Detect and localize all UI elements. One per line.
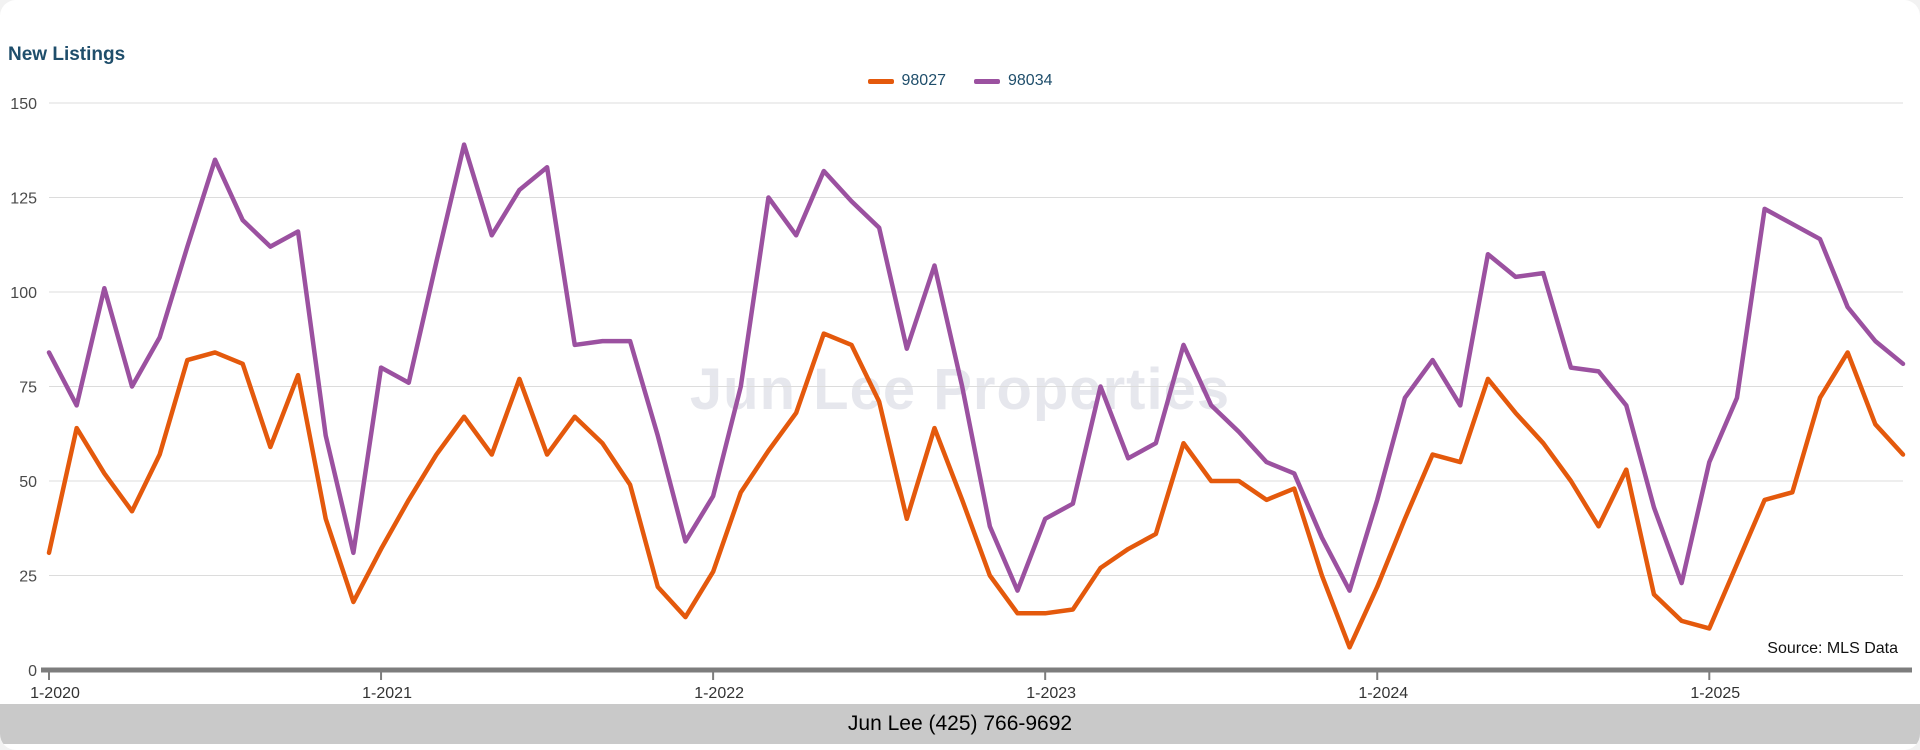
- legend-label: 98027: [901, 72, 947, 89]
- source-label: Source: MLS Data: [1767, 640, 1898, 657]
- legend-swatch-98027: [867, 78, 894, 84]
- chart-title: New Listings: [8, 44, 126, 65]
- line-chart: 0 25 50 75 100 125 150 1-2020 1-2021 1-2022 1-2023…: [10, 96, 1912, 702]
- y-axis-tick-label: 50: [19, 474, 37, 491]
- y-axis-tick-label: 0: [28, 663, 37, 680]
- y-axis-tick-label: 150: [10, 96, 37, 113]
- footer-contact: Jun Lee (425) 766-9692: [847, 712, 1073, 735]
- legend-swatch-98034: [974, 78, 1000, 84]
- x-axis-tick-label: 1-2023: [1026, 685, 1076, 702]
- series-line-98027: [46, 331, 1906, 650]
- legend-item-98034: 98034: [974, 72, 1053, 90]
- y-axis-tick-label: 75: [19, 380, 37, 397]
- y-axis-tick-label: 125: [10, 191, 37, 208]
- y-axis-tick-label: 25: [19, 569, 37, 586]
- footer-bar: Jun Lee (425) 766-9692: [0, 704, 1920, 744]
- chart-legend: 98027 98034: [0, 72, 1920, 90]
- x-axis-tick-label: 1-2022: [694, 685, 744, 702]
- x-axis-tick-label: 1-2020: [30, 685, 80, 702]
- x-axis-tick-label: 1-2024: [1358, 685, 1408, 702]
- y-axis-tick-label: 100: [10, 285, 37, 302]
- x-axis-tick-label: 1-2025: [1690, 685, 1740, 702]
- legend-label: 98034: [1008, 72, 1053, 89]
- legend-item-98027: 98027: [867, 72, 947, 90]
- series-line-98034: [46, 142, 1906, 593]
- x-axis-tick-label: 1-2021: [362, 685, 412, 702]
